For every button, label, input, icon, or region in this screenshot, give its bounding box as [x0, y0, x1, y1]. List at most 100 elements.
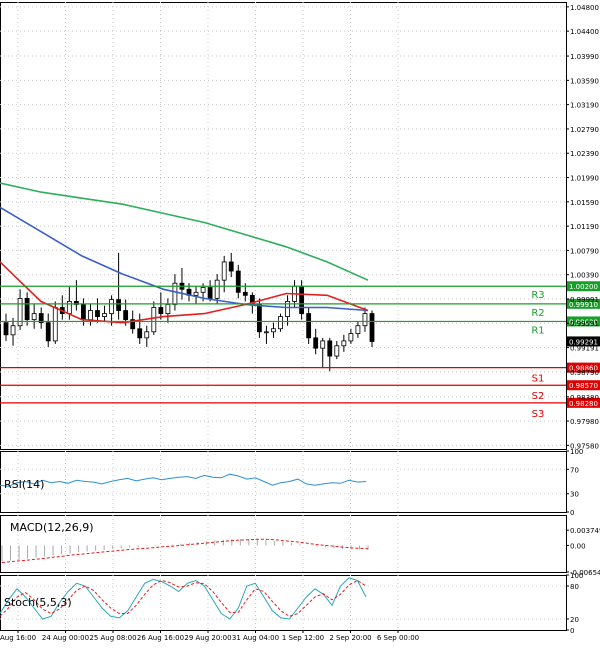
macd-label: MACD(12,26,9) [10, 521, 94, 534]
candle-body [81, 304, 86, 321]
indicator-line [0, 473, 367, 487]
candle-body [130, 319, 136, 330]
price-tick-label: 0.97980 [570, 418, 599, 426]
moving-average-line [0, 206, 369, 312]
candle-body [362, 313, 368, 327]
rsi-label: RSI(14) [4, 478, 44, 491]
level-label-r2: R2 [531, 308, 544, 319]
candle-body [88, 310, 93, 321]
candle-body [66, 301, 72, 314]
level-price-tag-label: 0.98860 [569, 365, 598, 373]
price-tick-label: 1.00390 [570, 272, 599, 280]
price-tick-label: 1.03190 [570, 102, 599, 110]
candle-body [165, 304, 171, 314]
current-price-tag [567, 336, 600, 347]
level-price-tag-label: 0.98570 [569, 382, 598, 390]
indicator-tick-label: 80 [570, 583, 579, 591]
candle-body [116, 299, 122, 311]
candle-body [137, 328, 143, 339]
candle-body [38, 313, 44, 324]
level-price-tag-label: 0.99910 [569, 301, 598, 309]
price-tick-label: 0.99591 [570, 320, 599, 328]
price-tick-label: 1.02790 [570, 126, 599, 134]
indicator-tick-label: 0 [570, 627, 574, 635]
time-tick-label: Aug 16:00 [0, 634, 36, 642]
level-price-tag-label: 0.99620 [569, 318, 598, 326]
candle-body [3, 322, 9, 336]
panel-frame [0, 575, 567, 631]
indicator-tick-label: -0.00654 [570, 569, 600, 577]
level-price-tag [567, 397, 600, 408]
level-price-tag [567, 316, 600, 327]
candle-body [193, 291, 199, 296]
time-tick-label: 31 Aug 04:00 [232, 634, 279, 642]
level-price-tag-label: 0.98280 [569, 400, 598, 408]
candle-body [24, 297, 30, 321]
indicator-tick-label: 0.003749 [570, 527, 600, 535]
price-tick-label: 1.02390 [570, 150, 599, 158]
candle-body [271, 328, 276, 333]
level-price-tag-label: 1.00200 [569, 283, 598, 291]
candle-body [151, 307, 157, 333]
candle-body [306, 313, 312, 339]
price-tick-label: 0.98380 [570, 394, 599, 402]
panel-frame [0, 451, 567, 513]
level-price-tag [567, 298, 600, 309]
candle-body [285, 301, 290, 318]
indicator-tick-label: 0.00 [570, 542, 586, 550]
candle-body [242, 291, 248, 296]
price-tick-label: 1.03990 [570, 53, 599, 61]
candle-body [256, 304, 262, 333]
candle-body [348, 333, 354, 342]
candle-body [95, 310, 100, 318]
indicator-tick-label: 100 [570, 572, 583, 580]
candle-body [355, 325, 361, 335]
candle-body [73, 301, 79, 305]
indicator-tick-label: 100 [570, 448, 583, 456]
indicator-tick-label: 0 [570, 509, 574, 517]
candle-body [228, 261, 234, 272]
level-price-tag [567, 380, 600, 391]
level-label-s3: S3 [532, 409, 545, 420]
stoch-label: Stoch(5,5,3) [4, 596, 72, 609]
time-tick-label: 26 Aug 16:00 [137, 634, 184, 642]
candle-body [200, 287, 206, 293]
macd-signal-line [1, 538, 369, 563]
indicator-line [0, 579, 367, 617]
time-tick-label: 29 Aug 20:00 [184, 634, 231, 642]
price-tick-label: 1.01990 [570, 175, 599, 183]
indicator-line [0, 577, 367, 620]
indicator-tick-label: 20 [570, 616, 579, 624]
candle-body [102, 313, 107, 318]
level-price-tag [567, 281, 600, 292]
candle-body [214, 279, 220, 299]
price-tick-label: 0.99191 [570, 345, 599, 353]
time-tick-label: 1 Sep 12:00 [282, 634, 324, 642]
candle-body [341, 340, 347, 347]
candle-body [334, 345, 340, 357]
candle-body [313, 337, 319, 349]
candle-body [264, 331, 269, 334]
level-label-s1: S1 [532, 374, 545, 385]
panel-frame [0, 2, 567, 450]
candle-body [17, 297, 23, 327]
time-tick-label: 24 Aug 00:00 [42, 634, 89, 642]
indicator-tick-label: 70 [570, 466, 579, 474]
price-tick-label: 1.01590 [570, 199, 599, 207]
candle-body [207, 287, 213, 299]
candle-body [221, 261, 227, 281]
price-tick-label: 0.97580 [570, 442, 599, 450]
candle-body [144, 331, 150, 339]
level-label-s2: S2 [532, 391, 545, 402]
candle-body [123, 310, 129, 321]
panel-frame [0, 515, 567, 573]
candle-body [299, 285, 305, 314]
price-tick-label: 1.01190 [570, 223, 599, 231]
price-tick-label: 0.98790 [570, 369, 599, 377]
current-price-label: 0.99291 [569, 338, 598, 346]
candle-body [327, 340, 333, 357]
level-label-r3: R3 [531, 290, 544, 301]
level-label-r1: R1 [531, 325, 544, 336]
